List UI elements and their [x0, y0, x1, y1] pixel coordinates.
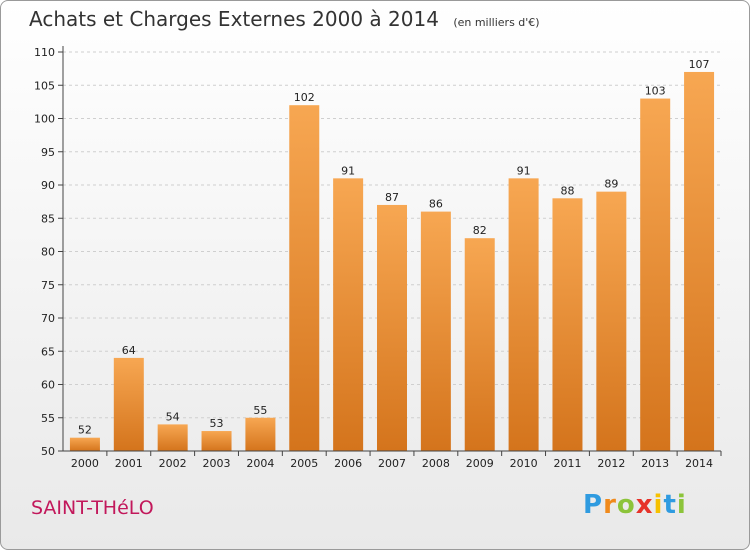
- y-tick-label: 95: [41, 146, 55, 159]
- chart-title: Achats et Charges Externes 2000 à 2014 (…: [29, 7, 540, 31]
- bar-value-label: 54: [166, 410, 180, 423]
- logo-letter: P: [583, 490, 604, 520]
- location-name: SAINT-THéLO: [31, 497, 154, 519]
- bar-value-label: 89: [604, 178, 618, 191]
- y-tick-label: 75: [41, 279, 55, 292]
- bar: [596, 191, 627, 451]
- y-tick-label: 105: [34, 79, 55, 92]
- bar-value-label: 91: [517, 164, 531, 177]
- bar: [377, 204, 407, 451]
- x-tick-label: 2010: [510, 457, 538, 470]
- x-tick-label: 2011: [553, 457, 581, 470]
- bar-value-label: 82: [473, 224, 487, 237]
- y-tick-label: 80: [41, 246, 55, 259]
- bars: 52 64 54 53 55 102 91 87 86 82 91 88 89 103 107: [69, 58, 715, 452]
- bar-value-label: 53: [210, 417, 224, 430]
- bar: [684, 71, 715, 451]
- bar: [508, 178, 539, 451]
- x-tick-label: 2007: [378, 457, 406, 470]
- x-tick-label: 2005: [290, 457, 318, 470]
- x-tick-label: 2004: [246, 457, 274, 470]
- y-tick-label: 85: [41, 212, 55, 225]
- bar: [69, 437, 100, 451]
- y-tick-label: 100: [34, 113, 55, 126]
- bar-value-label: 86: [429, 198, 443, 211]
- bar: [640, 98, 671, 452]
- bar: [333, 178, 364, 451]
- logo-letter: i: [676, 490, 687, 520]
- x-tick-label: 2012: [597, 457, 625, 470]
- bar-value-label: 107: [689, 58, 710, 71]
- bar: [157, 424, 188, 451]
- y-tick-label: 55: [41, 412, 55, 425]
- bar: [420, 211, 451, 451]
- x-tick-label: 2000: [71, 457, 99, 470]
- x-tick-label: 2002: [159, 457, 187, 470]
- y-tick-label: 60: [41, 379, 55, 392]
- bar-value-label: 87: [385, 191, 399, 204]
- logo-letter: t: [663, 490, 677, 520]
- bar: [464, 238, 495, 451]
- bar: [552, 198, 583, 451]
- proxiti-logo: Proxiti: [583, 490, 687, 520]
- x-tick-label: 2013: [641, 457, 669, 470]
- x-tick-label: 2009: [466, 457, 494, 470]
- logo-letter: i: [653, 490, 664, 520]
- y-tick-label: 50: [41, 445, 55, 458]
- bar: [245, 417, 276, 451]
- x-tick-label: 2001: [115, 457, 143, 470]
- bar-value-label: 91: [341, 164, 355, 177]
- y-tick-label: 90: [41, 179, 55, 192]
- bar-value-label: 64: [122, 344, 136, 357]
- x-tick-label: 2008: [422, 457, 450, 470]
- chart-title-text: Achats et Charges Externes 2000 à 2014: [29, 7, 439, 31]
- bar-value-label: 103: [645, 85, 666, 98]
- y-tick-label: 110: [34, 46, 55, 59]
- x-tick-label: 2006: [334, 457, 362, 470]
- logo-letter: o: [616, 490, 636, 520]
- bar-value-label: 52: [78, 424, 92, 437]
- bar: [289, 105, 320, 451]
- y-tick-label: 70: [41, 312, 55, 325]
- logo-letter: x: [635, 490, 654, 520]
- bar: [113, 357, 144, 451]
- bar-value-label: 55: [253, 404, 267, 417]
- bar-value-label: 102: [294, 91, 315, 104]
- x-tick-label: 2003: [203, 457, 231, 470]
- logo-letter: r: [603, 490, 617, 520]
- x-tick-label: 2014: [685, 457, 713, 470]
- chart-subtitle: (en milliers d'€): [453, 16, 540, 29]
- bar: [201, 431, 232, 451]
- bar-value-label: 88: [560, 184, 574, 197]
- axes: 50 55 60 65 70 75 80 85 90 95 100 105 110 2000 2001 200…: [34, 46, 722, 470]
- y-tick-label: 65: [41, 345, 55, 358]
